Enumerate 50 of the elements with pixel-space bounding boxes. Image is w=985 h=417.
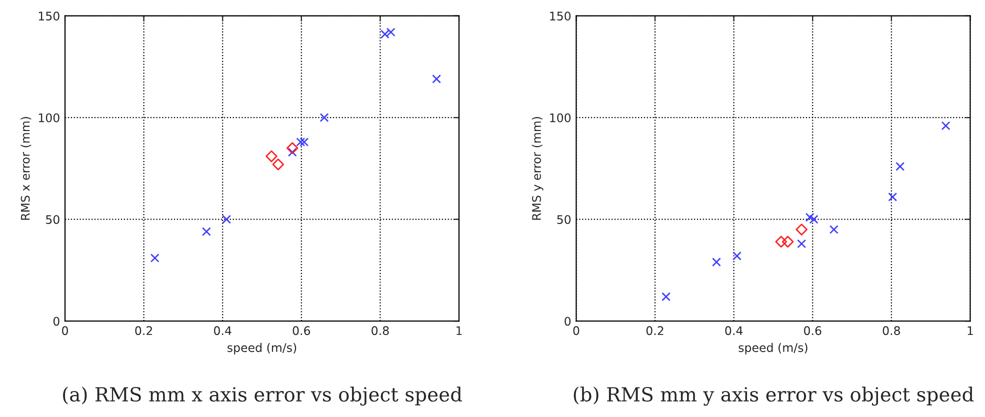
x-tick-label: 0.6	[292, 326, 310, 336]
point	[150, 254, 160, 263]
point	[288, 148, 297, 157]
point	[782, 236, 794, 248]
y-tick-label: 150	[550, 12, 571, 20]
x-tick-label: 0.8	[882, 326, 900, 336]
text: (a) RMS mm x axis error vs object speed	[63, 386, 462, 406]
y-tick-label: 100	[550, 113, 571, 122]
x-tick-label: 0.2	[135, 326, 152, 336]
point	[829, 225, 838, 234]
y-axis-title: RMS x error (mm)	[20, 117, 32, 220]
point	[809, 214, 818, 224]
x-tick-label: 0.6	[804, 326, 822, 336]
x-tick-label: 0.8	[372, 326, 389, 336]
x-tick-label: 0.2	[646, 326, 664, 336]
x-tick-label: 0	[573, 326, 580, 336]
x-axis-title: speed (m/s)	[228, 342, 296, 354]
y-tick-label: 0	[53, 316, 60, 326]
point	[272, 158, 284, 170]
y-axis-title: RMS y error (mm)	[532, 117, 544, 220]
point	[662, 292, 671, 302]
y-tick-label: 100	[38, 113, 60, 122]
point	[712, 258, 721, 267]
point	[896, 162, 905, 171]
point	[222, 214, 232, 224]
x-tick-label: 0	[62, 326, 68, 336]
x-tick-label: 0.4	[725, 326, 743, 336]
point	[941, 121, 950, 130]
y-tick-label: 150	[38, 12, 60, 20]
point	[202, 227, 211, 236]
x-tick-label: 1	[968, 326, 973, 335]
point	[732, 251, 742, 260]
point	[796, 224, 808, 236]
point	[300, 138, 309, 147]
text: (b) RMS mm y axis error vs object speed	[574, 386, 974, 406]
point	[775, 236, 787, 248]
point	[266, 150, 278, 162]
point	[296, 138, 306, 147]
x-axis-title: speed (m/s)	[738, 342, 808, 354]
x-tick-label: 1	[456, 326, 462, 335]
point	[805, 212, 814, 222]
y-tick-label: 50	[557, 215, 571, 224]
point	[320, 113, 329, 122]
point	[286, 142, 298, 154]
y-tick-label: 0	[564, 316, 571, 326]
point	[888, 192, 898, 202]
point	[432, 74, 442, 84]
point	[797, 239, 806, 248]
x-tick-label: 0.4	[214, 326, 232, 336]
y-tick-label: 50	[46, 215, 60, 224]
